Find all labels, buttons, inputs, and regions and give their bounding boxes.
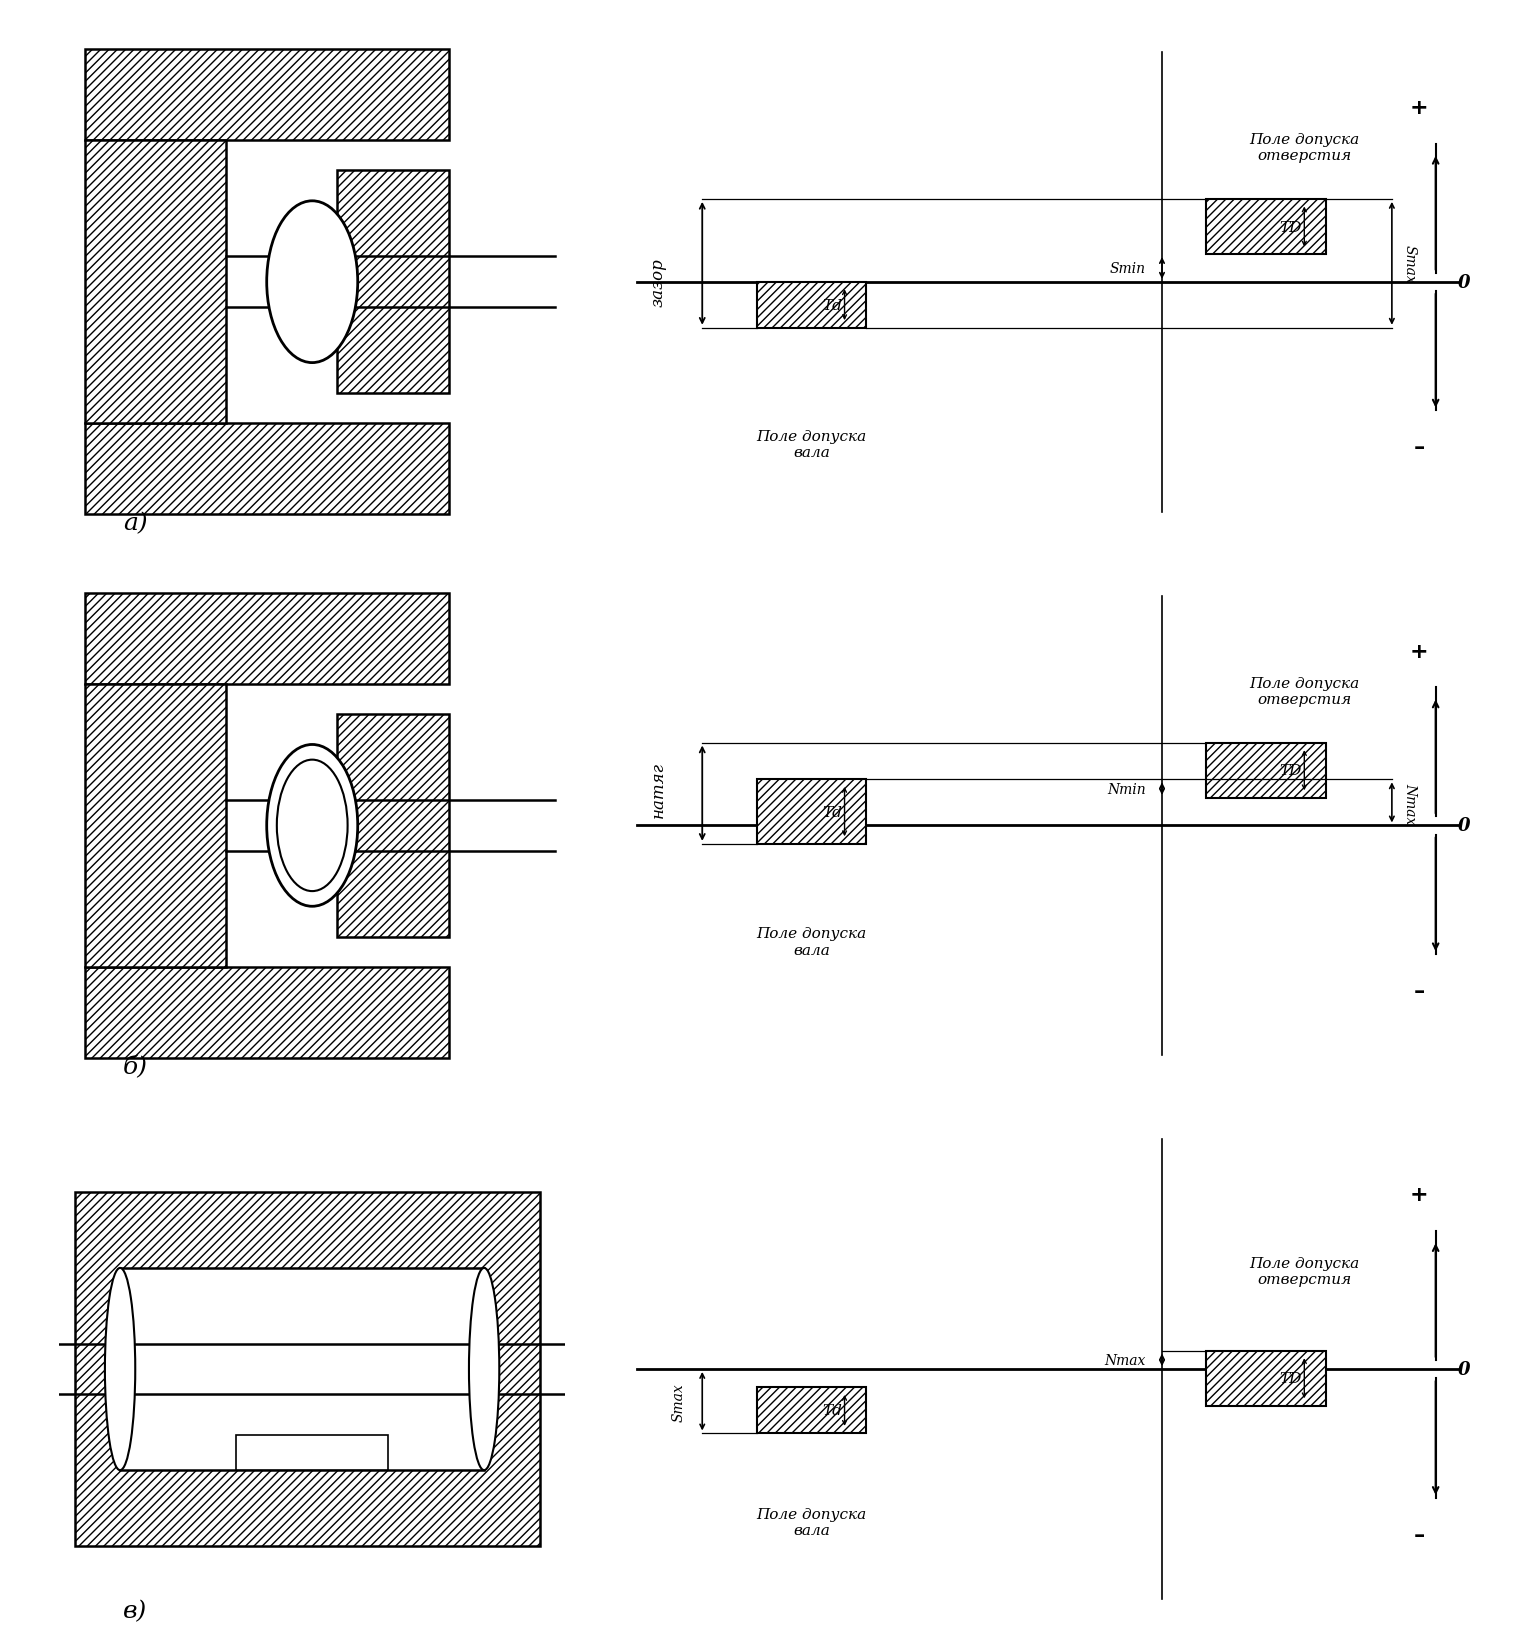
Ellipse shape xyxy=(267,745,358,906)
Bar xyxy=(236,1434,388,1470)
Text: Td: Td xyxy=(822,298,842,313)
Bar xyxy=(85,424,449,515)
Text: Nmin: Nmin xyxy=(1107,782,1145,795)
Text: +: + xyxy=(1410,98,1429,117)
Text: Поле допуска
вала: Поле допуска вала xyxy=(757,1508,867,1537)
Text: TD: TD xyxy=(1279,1371,1302,1386)
Ellipse shape xyxy=(267,202,358,363)
Bar xyxy=(757,1387,867,1433)
Text: –: – xyxy=(1413,438,1426,458)
Text: Smin: Smin xyxy=(1110,262,1145,275)
Text: Поле допуска
отверстия: Поле допуска отверстия xyxy=(1249,134,1360,163)
Bar xyxy=(85,685,227,967)
Text: Smax: Smax xyxy=(1403,244,1416,284)
Text: –: – xyxy=(1413,1524,1426,1545)
Text: Поле допуска
отверстия: Поле допуска отверстия xyxy=(1249,1257,1360,1286)
Text: зазор: зазор xyxy=(650,258,667,306)
Text: 0: 0 xyxy=(1458,817,1470,835)
Ellipse shape xyxy=(469,1268,500,1470)
Text: а): а) xyxy=(123,512,148,535)
Text: 0: 0 xyxy=(1458,1359,1470,1379)
Text: Td: Td xyxy=(822,1403,842,1418)
Ellipse shape xyxy=(105,1268,136,1470)
Bar xyxy=(1206,200,1327,254)
Bar xyxy=(338,714,449,937)
Text: 0: 0 xyxy=(1458,274,1470,292)
Text: +: + xyxy=(1410,1185,1429,1205)
Bar xyxy=(1206,1351,1327,1407)
Bar xyxy=(338,171,449,394)
Bar xyxy=(757,779,867,844)
Text: Поле допуска
вала: Поле допуска вала xyxy=(757,927,867,957)
Text: –: – xyxy=(1413,981,1426,1001)
Text: Поле допуска
отверстия: Поле допуска отверстия xyxy=(1249,676,1360,706)
Text: TD: TD xyxy=(1279,220,1302,235)
Text: Nmax: Nmax xyxy=(1403,782,1416,823)
Bar xyxy=(757,282,867,329)
Text: Smax: Smax xyxy=(672,1382,685,1421)
Text: натяг: натяг xyxy=(650,761,667,817)
Bar xyxy=(85,593,449,685)
Ellipse shape xyxy=(277,760,347,892)
Text: Nmax: Nmax xyxy=(1104,1353,1145,1368)
Text: TD: TD xyxy=(1279,764,1302,778)
Bar xyxy=(85,142,227,424)
Bar xyxy=(1206,743,1327,799)
Bar xyxy=(120,1268,484,1470)
Bar xyxy=(85,51,449,142)
Text: в): в) xyxy=(123,1599,148,1622)
Bar xyxy=(85,967,449,1058)
Text: +: + xyxy=(1410,641,1429,662)
Text: б): б) xyxy=(123,1055,148,1079)
Bar xyxy=(75,1192,539,1545)
Text: Поле допуска
вала: Поле допуска вала xyxy=(757,430,867,460)
Text: Td: Td xyxy=(822,805,842,820)
